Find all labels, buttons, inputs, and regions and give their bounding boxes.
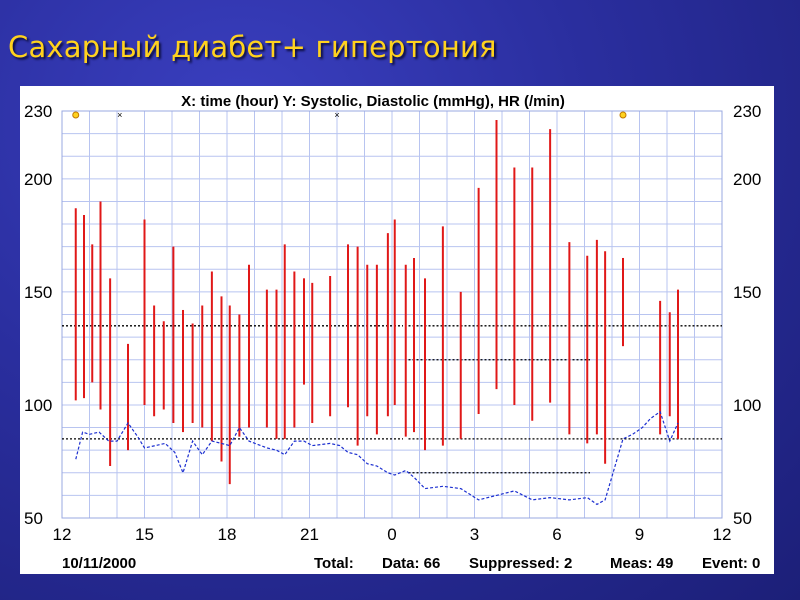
y-tick-label-left: 150 — [24, 283, 52, 302]
y-tick-label-right: 200 — [733, 170, 761, 189]
event-marker-dot — [72, 111, 80, 119]
y-tick-label-left: 230 — [24, 102, 52, 121]
x-tick-label: 15 — [135, 525, 154, 544]
y-tick-label-left: 50 — [24, 509, 43, 528]
event-marker-x: × — [117, 110, 122, 120]
x-tick-label: 21 — [300, 525, 319, 544]
y-tick-label-right: 230 — [733, 102, 761, 121]
x-tick-label: 0 — [387, 525, 396, 544]
chart-date: 10/11/2000 — [62, 555, 136, 572]
event-marker-dot — [619, 111, 627, 119]
footer-suppressed-count: Suppressed: 2 — [469, 555, 572, 572]
footer-meas-count: Meas: 49 — [610, 555, 673, 572]
y-tick-label-right: 50 — [733, 509, 752, 528]
y-tick-label-left: 100 — [24, 396, 52, 415]
footer-data-count: Data: 66 — [382, 555, 440, 572]
x-tick-label: 3 — [470, 525, 479, 544]
y-tick-label-left: 200 — [24, 170, 52, 189]
footer-total-label: Total: — [314, 555, 354, 572]
x-tick-label: 9 — [635, 525, 644, 544]
chart-title: X: time (hour) Y: Systolic, Diastolic (m… — [181, 93, 565, 110]
axis-ticks: 12 15 18 21 0 3 6 9 12 230 230 200 200 150 150 100 100 50… — [24, 102, 761, 544]
y-tick-label-right: 100 — [733, 396, 761, 415]
x-tick-label: 6 — [552, 525, 561, 544]
x-tick-label: 12 — [713, 525, 732, 544]
event-markers: × × — [72, 110, 627, 120]
y-tick-label-right: 150 — [733, 283, 761, 302]
chart-panel: × × 12 15 18 21 0 3 6 9 12 230 230 200 200 150 150 100 10… — [20, 86, 774, 574]
plot-frame — [61, 110, 723, 519]
slide-title: Сахарный диабет+ гипертония — [8, 30, 497, 64]
x-tick-label: 18 — [218, 525, 237, 544]
hr-line — [75, 410, 679, 506]
bp-range-bars — [74, 120, 679, 485]
event-marker-x: × — [334, 110, 339, 120]
grid — [61, 110, 723, 519]
x-tick-label: 12 — [53, 525, 72, 544]
footer-event-count: Event: 0 — [702, 555, 760, 572]
